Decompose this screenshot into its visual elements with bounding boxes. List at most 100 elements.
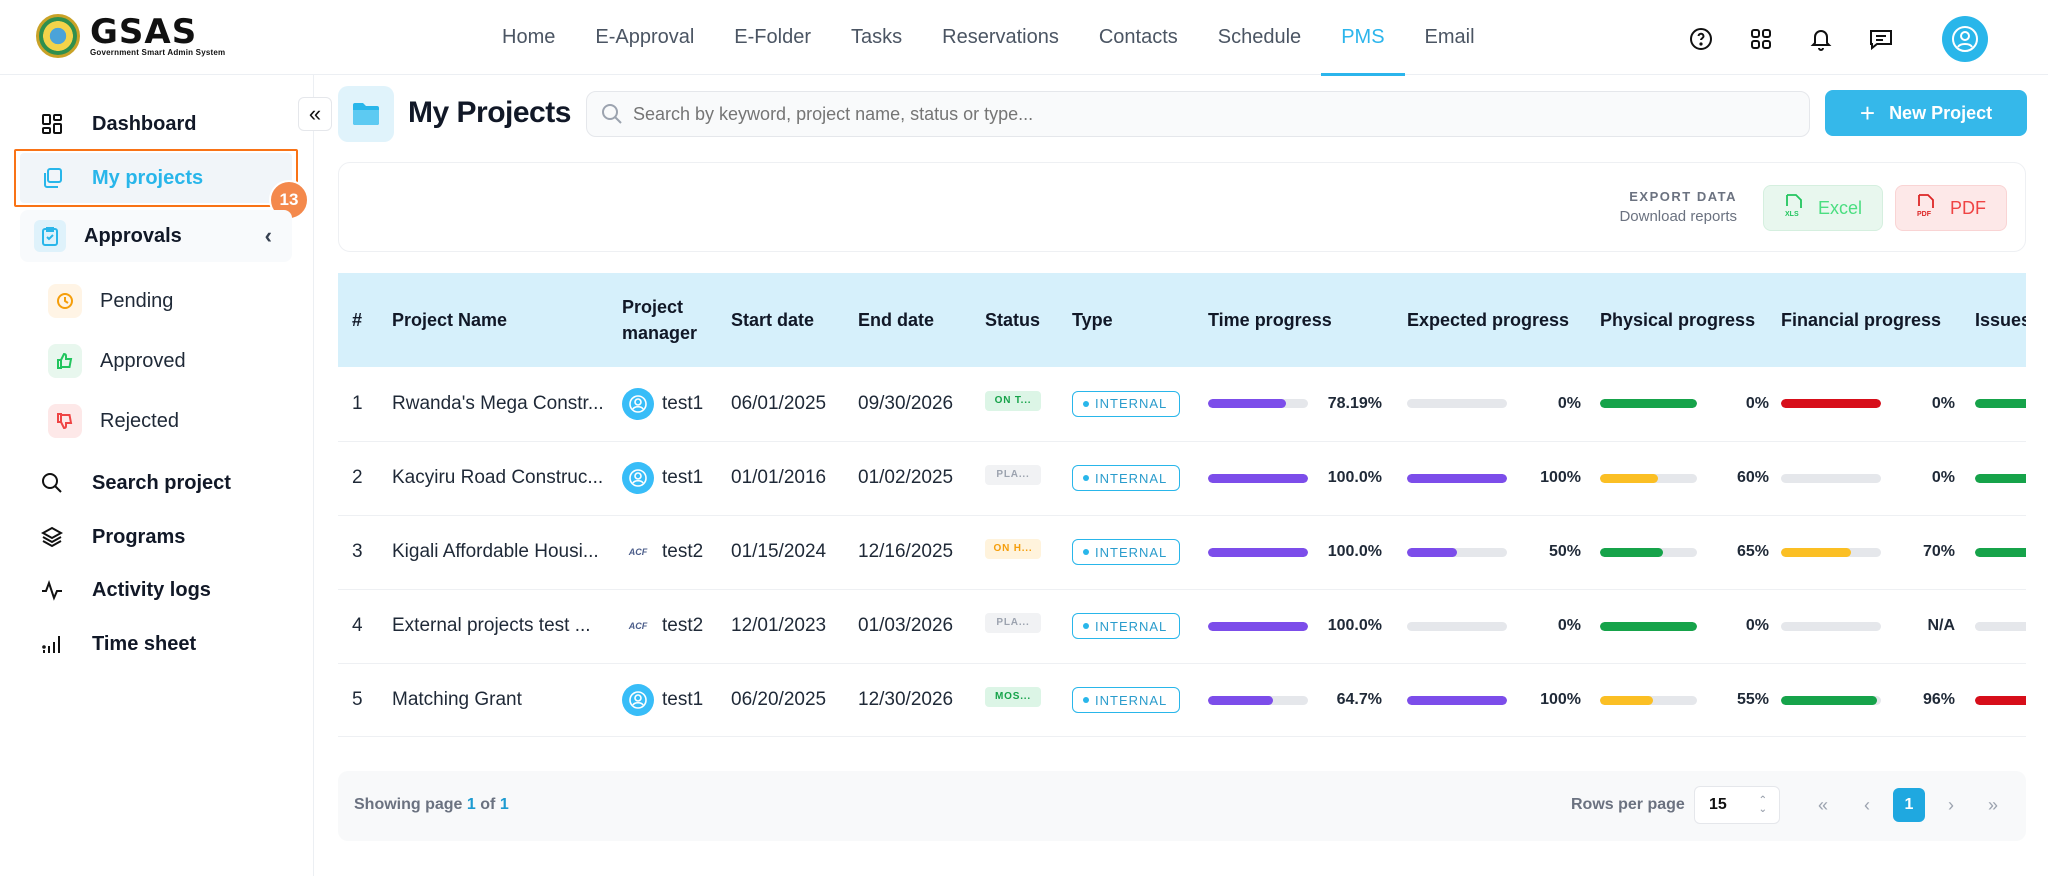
rows-per-page-label: Rows per page <box>1571 796 1685 813</box>
financial-progress-cell: 0% <box>1775 441 1969 515</box>
col-header-physical-progress[interactable]: Physical progress <box>1600 310 1756 330</box>
col-header-number[interactable]: # <box>352 310 363 330</box>
next-page-icon[interactable]: › <box>1948 794 1954 815</box>
page-1-button[interactable]: 1 <box>1893 788 1925 822</box>
col-header-project-name[interactable]: Project Name <box>392 310 508 330</box>
col-header-financial-progress[interactable]: Financial progress <box>1781 310 1942 330</box>
table-row[interactable]: 5 Matching Grant test1 06/20/2025 12/30/2026… <box>338 663 2026 736</box>
sidebar-item-approved[interactable]: Approved <box>48 339 186 383</box>
apps-grid-icon[interactable] <box>1746 24 1776 54</box>
physical-progress: 65% <box>1600 543 1769 561</box>
table-row[interactable]: 3 Kigali Affordable Housi... ACF test2 01/15… <box>338 515 2026 589</box>
sidebar-item-search-project[interactable]: Search project <box>20 458 292 508</box>
copy-icon <box>34 167 70 189</box>
time-progress: 100.0% <box>1208 617 1395 635</box>
table-row[interactable]: 1 Rwanda's Mega Constr... test1 06/01/2025 0… <box>338 367 2026 441</box>
table-row[interactable]: 4 External projects test ... ACF test2 12/01… <box>338 589 2026 663</box>
project-name[interactable]: Matching Grant <box>392 689 522 710</box>
col-header-end-date[interactable]: End date <box>858 310 935 330</box>
project-name[interactable]: Kigali Affordable Housi... <box>392 541 599 562</box>
collapse-sidebar-icon[interactable]: « <box>298 97 332 131</box>
col-header-time-progress[interactable]: Time progress <box>1208 310 1332 330</box>
sidebar-label-programs: Programs <box>92 525 186 548</box>
rows-per-page-value: 15 <box>1709 796 1727 813</box>
end-date: 01/02/2025 <box>858 467 954 488</box>
sidebar-item-approvals[interactable]: Approvals ‹ <box>20 210 292 262</box>
sidebar-item-programs[interactable]: Programs <box>20 512 292 562</box>
col-header-project-manager[interactable]: Project manager <box>622 297 698 343</box>
user-avatar-icon[interactable] <box>1942 16 1988 62</box>
sidebar-label-pending: Pending <box>100 289 174 312</box>
status-badge: PLA... <box>985 613 1041 633</box>
chevron-left-icon[interactable]: ‹ <box>264 223 272 248</box>
sidebar-item-time-sheet[interactable]: Time sheet <box>20 619 292 669</box>
search-input[interactable] <box>633 103 1733 125</box>
progress-bar-fill <box>1781 399 1881 409</box>
sidebar-item-dashboard[interactable]: Dashboard <box>20 99 292 149</box>
type-badge: INTERNAL <box>1072 613 1181 639</box>
expected-progress-cell: 100% <box>1401 441 1594 515</box>
project-manager: test1 <box>622 387 719 420</box>
progress-value: N/A <box>1927 617 1955 634</box>
main-nav: Home E-Approval E-Folder Tasks Reservati… <box>482 0 1495 76</box>
type-badge: INTERNAL <box>1072 687 1181 713</box>
sidebar-item-my-projects[interactable]: My projects <box>20 153 292 203</box>
col-header-status[interactable]: Status <box>985 310 1041 330</box>
col-header-type[interactable]: Type <box>1072 310 1113 330</box>
manager-name: test2 <box>662 615 704 636</box>
financial-progress: 70% <box>1781 543 1963 561</box>
time-progress-cell: 100.0% <box>1202 589 1401 663</box>
app-logo[interactable]: GSAS Government Smart Admin System <box>36 14 225 58</box>
progress-bar-track <box>1208 399 1308 409</box>
col-header-expected-progress[interactable]: Expected progress <box>1407 310 1570 330</box>
rows-per-page-select[interactable]: 15 ⌃ ⌄ <box>1694 786 1780 824</box>
table-row[interactable]: 2 Kacyiru Road Construc... test1 01/01/2016… <box>338 441 2026 515</box>
last-page-icon[interactable]: » <box>1987 794 1998 815</box>
status-cell: ON H... <box>979 515 1066 589</box>
sidebar-item-rejected[interactable]: Rejected <box>48 399 179 443</box>
previous-page-icon[interactable]: ‹ <box>1864 794 1870 815</box>
pdf-label: PDF <box>1950 197 1986 218</box>
physical-progress-cell: 65% <box>1594 515 1775 589</box>
progress-bar-track <box>1407 621 1507 631</box>
nav-home[interactable]: Home <box>502 26 556 48</box>
nav-reservations[interactable]: Reservations <box>942 26 1059 48</box>
help-icon[interactable] <box>1686 24 1716 54</box>
progress-value: 0% <box>1931 469 1955 486</box>
nav-pms[interactable]: PMS <box>1321 0 1405 76</box>
start-date: 12/01/2023 <box>731 615 827 636</box>
status-badge: ON H... <box>985 539 1041 559</box>
search-bar[interactable] <box>586 91 1810 137</box>
nav-e-approval[interactable]: E-Approval <box>595 26 695 48</box>
nav-schedule[interactable]: Schedule <box>1217 26 1302 48</box>
progress-value: 100.0% <box>1327 543 1382 560</box>
new-project-label: New Project <box>1889 102 1993 123</box>
dashboard-icon <box>34 113 70 135</box>
type-cell: INTERNAL <box>1066 441 1202 515</box>
nav-contacts[interactable]: Contacts <box>1098 26 1178 48</box>
bell-icon[interactable] <box>1806 24 1836 54</box>
export-pdf-button[interactable]: PDF PDF <box>1895 185 2007 231</box>
sidebar-item-activity-logs[interactable]: Activity logs <box>20 565 292 615</box>
status-cell: PLA... <box>979 441 1066 515</box>
project-name[interactable]: External projects test ... <box>392 615 591 636</box>
col-header-start-date[interactable]: Start date <box>731 310 815 330</box>
sidebar-item-pending[interactable]: Pending <box>48 279 173 323</box>
progress-value: 0% <box>1745 394 1769 412</box>
col-header-issues[interactable]: Issues <box>1975 310 2026 330</box>
project-name[interactable]: Kacyiru Road Construc... <box>392 467 604 488</box>
time-progress-cell: 100.0% <box>1202 515 1401 589</box>
export-excel-button[interactable]: XLS Excel <box>1763 185 1883 231</box>
chat-icon[interactable] <box>1866 24 1896 54</box>
issues-bar <box>1975 547 2026 557</box>
xls-file-icon: XLS <box>1784 193 1804 223</box>
nav-e-folder[interactable]: E-Folder <box>734 26 811 48</box>
new-project-button[interactable]: + New Project <box>1825 90 2027 136</box>
project-name[interactable]: Rwanda's Mega Constr... <box>392 392 604 414</box>
start-date: 01/01/2016 <box>731 467 827 488</box>
progress-value: 0% <box>1557 617 1581 634</box>
first-page-icon[interactable]: « <box>1817 794 1828 815</box>
nav-tasks[interactable]: Tasks <box>851 26 903 48</box>
issues-bar-fill <box>1975 399 2026 409</box>
nav-email[interactable]: Email <box>1424 26 1475 48</box>
